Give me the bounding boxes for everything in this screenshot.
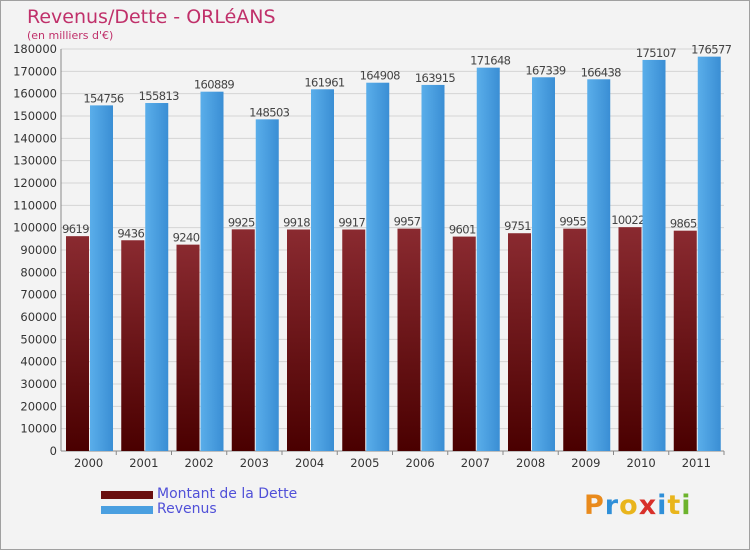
bar-revenue-2009 bbox=[587, 79, 611, 452]
bar-revenue-2000 bbox=[90, 105, 113, 451]
bar-debt-2010 bbox=[618, 227, 642, 451]
x-tick-label-2007: 2007 bbox=[461, 456, 490, 470]
data-label-revenue-2011: 176577 bbox=[691, 43, 732, 57]
legend-swatch-debt bbox=[101, 491, 153, 499]
data-label-debt-2002: 9240 bbox=[173, 231, 200, 245]
bar-debt-2000 bbox=[66, 236, 89, 451]
bar-debt-2001 bbox=[121, 240, 145, 451]
x-tick-label-2001: 2001 bbox=[129, 456, 158, 470]
y-tick-label-150000: 150000 bbox=[13, 109, 57, 123]
proxiti-logo: Proxiti bbox=[584, 490, 692, 521]
y-tick-label-80000: 80000 bbox=[20, 265, 57, 279]
y-tick-label-100000: 100000 bbox=[13, 221, 57, 235]
bar-revenue-2010 bbox=[642, 59, 666, 451]
x-tick-label-2008: 2008 bbox=[516, 456, 545, 470]
x-tick-label-2010: 2010 bbox=[626, 456, 655, 470]
data-label-debt-2010: 10022 bbox=[611, 213, 645, 227]
legend-label-revenue: Revenus bbox=[157, 501, 217, 517]
bar-debt-2005 bbox=[342, 229, 366, 451]
bar-revenue-2002 bbox=[200, 91, 224, 451]
y-tick-label-160000: 160000 bbox=[13, 87, 57, 101]
data-label-revenue-2005: 164908 bbox=[360, 69, 401, 83]
y-tick-label-140000: 140000 bbox=[13, 131, 57, 145]
y-tick-label-130000: 130000 bbox=[13, 154, 57, 168]
y-tick-label-40000: 40000 bbox=[20, 355, 57, 369]
x-tick-label-2006: 2006 bbox=[405, 456, 434, 470]
data-label-revenue-2007: 171648 bbox=[470, 54, 511, 68]
legend-label-debt: Montant de la Dette bbox=[157, 486, 298, 502]
bar-debt-2002 bbox=[176, 244, 200, 451]
data-label-revenue-2009: 166438 bbox=[581, 65, 622, 79]
y-tick-label-50000: 50000 bbox=[20, 332, 57, 346]
data-label-debt-2000: 9619 bbox=[62, 222, 89, 236]
x-tick-label-2009: 2009 bbox=[571, 456, 600, 470]
y-tick-label-30000: 30000 bbox=[20, 377, 57, 391]
data-label-revenue-2006: 163915 bbox=[415, 71, 456, 85]
bar-revenue-2011 bbox=[697, 56, 721, 451]
bar-revenue-2006 bbox=[421, 84, 445, 452]
data-label-revenue-2000: 154756 bbox=[83, 91, 124, 105]
chart-title: Revenus/Dette - ORLéANS bbox=[27, 6, 276, 28]
data-label-debt-2009: 9955 bbox=[559, 215, 586, 229]
bar-revenue-2003 bbox=[255, 119, 279, 452]
y-tick-label-20000: 20000 bbox=[20, 399, 57, 413]
data-label-revenue-2008: 167339 bbox=[525, 63, 566, 77]
bar-revenue-2005 bbox=[366, 82, 390, 451]
y-tick-label-170000: 170000 bbox=[13, 64, 57, 78]
data-label-revenue-2001: 155813 bbox=[139, 89, 180, 103]
bar-debt-2006 bbox=[397, 228, 421, 451]
y-tick-label-10000: 10000 bbox=[20, 422, 57, 436]
y-tick-label-60000: 60000 bbox=[20, 310, 57, 324]
data-label-debt-2008: 9751 bbox=[504, 219, 531, 233]
bar-debt-2004 bbox=[287, 229, 310, 451]
data-label-debt-2005: 9917 bbox=[338, 216, 365, 230]
y-tick-label-180000: 180000 bbox=[13, 42, 57, 56]
bar-debt-2009 bbox=[563, 228, 587, 451]
bar-debt-2011 bbox=[673, 230, 697, 451]
data-label-debt-2007: 9601 bbox=[449, 223, 476, 237]
x-tick-label-2011: 2011 bbox=[682, 456, 711, 470]
y-tick-label-120000: 120000 bbox=[13, 176, 57, 190]
bar-revenue-2007 bbox=[476, 67, 500, 451]
data-label-debt-2006: 9957 bbox=[394, 215, 421, 229]
data-label-debt-2003: 9925 bbox=[228, 215, 255, 229]
bar-revenue-2001 bbox=[145, 103, 169, 451]
bar-debt-2008 bbox=[508, 233, 531, 451]
chart-subtitle: (en milliers d'€) bbox=[27, 29, 114, 42]
data-label-revenue-2002: 160889 bbox=[194, 78, 235, 92]
y-tick-label-0: 0 bbox=[50, 444, 57, 458]
data-label-debt-2011: 9865 bbox=[670, 217, 697, 231]
x-tick-label-2000: 2000 bbox=[74, 456, 103, 470]
x-tick-label-2004: 2004 bbox=[295, 456, 324, 470]
data-label-revenue-2010: 175107 bbox=[636, 46, 677, 60]
data-label-revenue-2003: 148503 bbox=[249, 105, 290, 119]
legend-swatch-revenue bbox=[101, 506, 153, 514]
y-tick-label-70000: 70000 bbox=[20, 288, 57, 302]
bar-debt-2007 bbox=[452, 236, 476, 451]
x-tick-label-2003: 2003 bbox=[240, 456, 269, 470]
x-tick-label-2002: 2002 bbox=[184, 456, 213, 470]
x-tick-label-2005: 2005 bbox=[350, 456, 379, 470]
bar-revenue-2004 bbox=[311, 89, 334, 451]
y-tick-label-90000: 90000 bbox=[20, 243, 57, 257]
bar-debt-2003 bbox=[231, 229, 255, 451]
bar-revenue-2008 bbox=[532, 77, 555, 451]
y-tick-label-110000: 110000 bbox=[13, 198, 57, 212]
data-label-debt-2001: 9436 bbox=[117, 226, 144, 240]
data-label-revenue-2004: 161961 bbox=[304, 75, 345, 89]
data-label-debt-2004: 9918 bbox=[283, 215, 310, 229]
